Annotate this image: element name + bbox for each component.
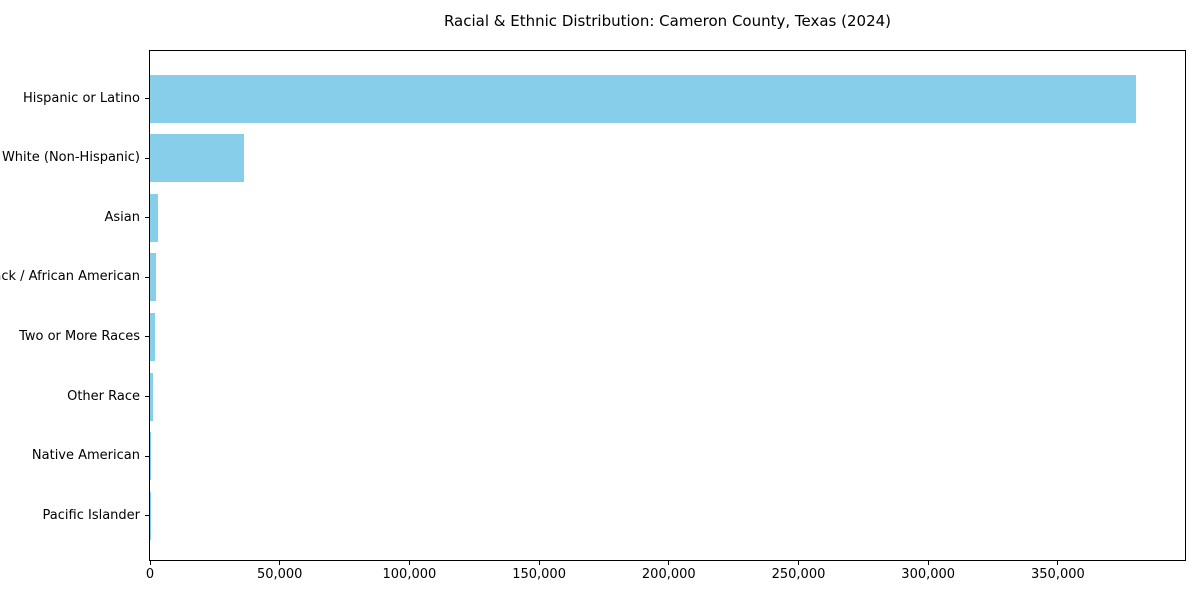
y-tick-label: Native American bbox=[31, 448, 140, 464]
x-tick-mark bbox=[408, 560, 410, 565]
y-tick-label: Pacific Islander bbox=[42, 507, 140, 523]
y-tick-mark bbox=[145, 157, 150, 159]
bar bbox=[150, 134, 245, 183]
y-tick-label: Other Race bbox=[67, 388, 140, 404]
y-tick-label: White (Non-Hispanic) bbox=[1, 150, 140, 166]
y-tick-mark bbox=[145, 98, 150, 99]
x-tick-mark bbox=[538, 560, 540, 565]
bar bbox=[150, 372, 153, 421]
chart-title: Racial & Ethnic Distribution: Cameron Co… bbox=[443, 12, 892, 30]
x-axis: 0 50,000 100,000 150,000 200,000 250,000 300,0… bbox=[146, 51, 1185, 582]
x-tick-label: 200,000 bbox=[641, 567, 696, 582]
x-tick-label: 300,000 bbox=[901, 567, 956, 582]
x-tick-label: 150,000 bbox=[512, 567, 566, 582]
y-axis: Hispanic or Latino White (Non-Hispanic) As… bbox=[0, 51, 1185, 560]
bar bbox=[150, 253, 156, 302]
y-tick-label: Asian bbox=[104, 209, 140, 225]
x-tick-label: 100,000 bbox=[382, 567, 437, 582]
y-tick-mark bbox=[145, 396, 150, 397]
x-tick-mark bbox=[927, 560, 929, 565]
y-tick-mark bbox=[145, 455, 150, 457]
y-tick-mark bbox=[145, 336, 150, 338]
x-tick-mark bbox=[1057, 560, 1059, 565]
x-tick-label: 0 bbox=[145, 567, 155, 582]
y-tick-label: Hispanic or Latino bbox=[22, 90, 140, 106]
y-tick-mark bbox=[145, 276, 150, 278]
bars-layer bbox=[150, 51, 1185, 560]
bar bbox=[150, 312, 155, 361]
y-tick-mark bbox=[145, 515, 150, 517]
bar bbox=[150, 74, 1136, 123]
x-tick-label: 50,000 bbox=[256, 567, 303, 582]
x-tick-label: 350,000 bbox=[1031, 567, 1085, 582]
y-tick-label: Two or More Races bbox=[19, 328, 140, 344]
x-tick-mark bbox=[797, 560, 799, 565]
plot-area: Hispanic or Latino White (Non-Hispanic) As… bbox=[0, 50, 1186, 582]
bar bbox=[150, 193, 159, 242]
x-tick-mark bbox=[279, 560, 281, 565]
y-tick-label: Black / African American bbox=[0, 269, 140, 285]
x-tick-mark bbox=[668, 560, 670, 565]
x-tick-mark bbox=[149, 560, 151, 565]
y-tick-mark bbox=[145, 217, 150, 219]
x-tick-label: 250,000 bbox=[771, 567, 826, 582]
